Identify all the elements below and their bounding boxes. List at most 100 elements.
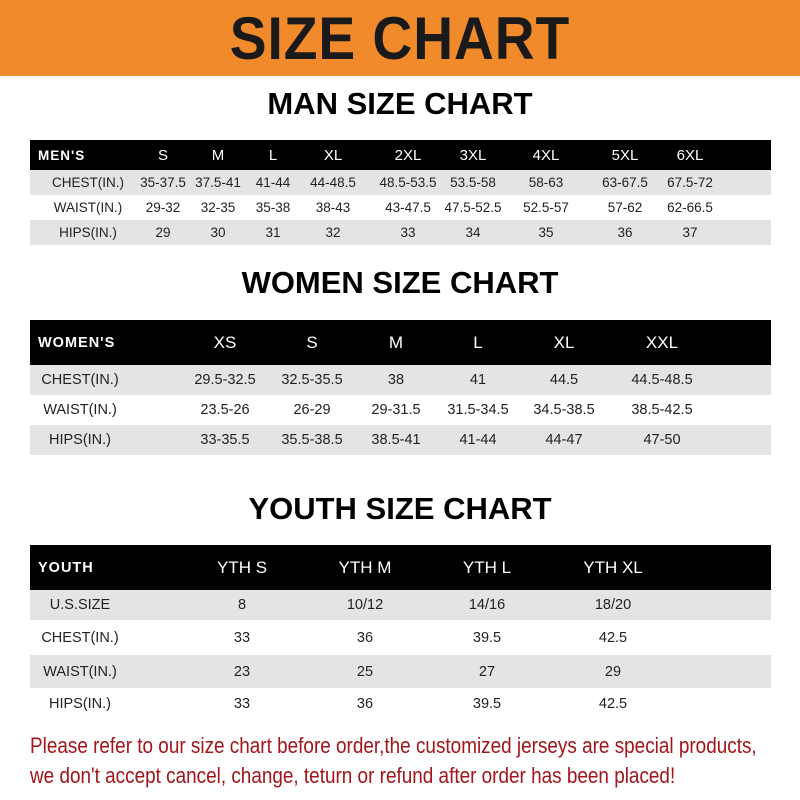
table-cell: 23 — [233, 663, 251, 680]
table-row: CHEST(IN.) 29.5-32.5 32.5-35.5 38 41 44.5 44.5… — [30, 365, 771, 395]
size-column-header: YTH S — [216, 557, 268, 577]
row-label: HIPS(IN.) — [48, 696, 112, 712]
size-column-header: XL — [553, 332, 575, 352]
table-cell: 37 — [682, 225, 698, 240]
table-cell: 43-47.5 — [385, 200, 431, 215]
table-row: WAIST(IN.) 29-32 32-35 35-38 38-43 43-47.5 47.… — [30, 195, 771, 220]
table-cell: 26-29 — [293, 402, 331, 418]
table-cell: 10/12 — [346, 597, 384, 613]
row-label: CHEST(IN.) — [41, 372, 119, 388]
table-cell: 8 — [237, 597, 247, 613]
table-cell: 44.5-48.5 — [631, 372, 693, 388]
table-cell: 34.5-38.5 — [533, 402, 595, 418]
table-cell: 44.5 — [549, 372, 579, 388]
table-cell: 34 — [465, 225, 481, 240]
size-column-header: 2XL — [394, 146, 422, 164]
women-section-title: WOMEN SIZE CHART — [241, 265, 559, 300]
women-size-table: WOMEN'S XS S M L XL XXL CHEST(IN.) 29.5-32.5 32.5… — [30, 320, 771, 455]
table-cell: 38 — [387, 372, 405, 388]
table-header-row: WOMEN'S XS S M L XL XXL — [30, 320, 771, 365]
row-label: WAIST(IN.) — [43, 402, 117, 418]
table-cell: 39.5 — [472, 629, 502, 646]
size-column-header: XL — [323, 146, 343, 164]
table-cell: 52.5-57 — [523, 200, 569, 215]
table-cell: 35-37.5 — [140, 175, 186, 190]
size-column-header: M — [211, 146, 225, 164]
order-notice-line-1: Please refer to our size chart before or… — [30, 733, 757, 758]
row-label: HIPS(IN.) — [48, 432, 112, 448]
size-column-header: YTH M — [338, 557, 392, 577]
table-cell: 23.5-26 — [200, 402, 250, 418]
table-cell: 39.5 — [472, 696, 502, 712]
table-cell: 30 — [210, 225, 226, 240]
table-row: HIPS(IN.) 33 36 39.5 42.5 — [30, 688, 771, 720]
men-section-title: MAN SIZE CHART — [267, 86, 533, 121]
table-cell: 67.5-72 — [667, 175, 713, 190]
table-cell: 42.5 — [598, 629, 628, 646]
table-cell: 27 — [478, 663, 496, 680]
size-column-header: 4XL — [532, 146, 560, 164]
men-size-table: MEN'S S M L XL 2XL 3XL 4XL 5XL 6XL CHEST(IN.) 35-37… — [30, 140, 771, 245]
table-header-label: WOMEN'S — [38, 334, 116, 351]
table-cell: 35 — [538, 225, 554, 240]
size-column-header: L — [473, 332, 483, 352]
table-cell: 29-32 — [145, 200, 181, 215]
table-cell: 44-47 — [545, 432, 583, 448]
table-cell: 33 — [233, 696, 251, 712]
table-row: WAIST(IN.) 23.5-26 26-29 29-31.5 31.5-34.5 34… — [30, 395, 771, 425]
table-cell: 29 — [155, 225, 171, 240]
size-column-header: 5XL — [611, 146, 639, 164]
table-header-label: YOUTH — [38, 559, 94, 576]
row-label: WAIST(IN.) — [53, 200, 123, 215]
table-cell: 44-48.5 — [310, 175, 356, 190]
table-cell: 25 — [356, 663, 374, 680]
row-label: CHEST(IN.) — [41, 629, 119, 646]
table-cell: 29.5-32.5 — [194, 372, 256, 388]
table-cell: 33-35.5 — [200, 432, 250, 448]
table-row: WAIST(IN.) 23 25 27 29 — [30, 655, 771, 688]
table-cell: 33 — [400, 225, 416, 240]
table-cell: 41-44 — [255, 175, 291, 190]
table-cell: 36 — [356, 696, 374, 712]
table-cell: 35.5-38.5 — [281, 432, 343, 448]
table-header-row: YOUTH YTH S YTH M YTH L YTH XL — [30, 545, 771, 590]
size-column-header: M — [388, 332, 404, 352]
table-row: CHEST(IN.) 35-37.5 37.5-41 41-44 44-48.5 48.5… — [30, 170, 771, 195]
table-cell: 29-31.5 — [371, 402, 421, 418]
table-cell: 18/20 — [594, 597, 632, 613]
table-cell: 29 — [604, 663, 622, 680]
table-cell: 41 — [469, 372, 487, 388]
row-label: U.S.SIZE — [49, 597, 111, 613]
table-row: U.S.SIZE 8 10/12 14/16 18/20 — [30, 590, 771, 620]
table-cell: 36 — [617, 225, 633, 240]
table-cell: 41-44 — [459, 432, 497, 448]
order-notice-line-2: we don't accept cancel, change, teturn o… — [30, 763, 676, 788]
size-column-header: 6XL — [676, 146, 704, 164]
table-cell: 32 — [325, 225, 341, 240]
table-cell: 14/16 — [468, 597, 506, 613]
table-cell: 33 — [233, 629, 251, 646]
table-cell: 48.5-53.5 — [379, 175, 437, 190]
size-column-header: L — [268, 146, 278, 164]
youth-section-title: YOUTH SIZE CHART — [248, 491, 552, 526]
table-header-label: MEN'S — [38, 147, 86, 163]
table-cell: 32-35 — [200, 200, 236, 215]
table-row: HIPS(IN.) 33-35.5 35.5-38.5 38.5-41 41-44 44-… — [30, 425, 771, 455]
size-column-header: 3XL — [459, 146, 487, 164]
table-cell: 47-50 — [643, 432, 681, 448]
row-label: CHEST(IN.) — [52, 175, 124, 190]
table-cell: 53.5-58 — [450, 175, 496, 190]
table-cell: 62-66.5 — [667, 200, 713, 215]
table-cell: 31.5-34.5 — [447, 402, 509, 418]
table-cell: 36 — [356, 629, 374, 646]
table-row: HIPS(IN.) 29 30 31 32 33 34 35 36 37 — [30, 220, 771, 245]
table-cell: 47.5-52.5 — [444, 200, 502, 215]
row-label: WAIST(IN.) — [43, 663, 117, 680]
size-column-header: XXL — [645, 332, 679, 352]
youth-size-table: YOUTH YTH S YTH M YTH L YTH XL U.S.SIZE 8 10/12… — [30, 545, 771, 720]
title-banner: SIZE CHART — [0, 0, 800, 76]
table-cell: 63-67.5 — [602, 175, 648, 190]
table-cell: 58-63 — [528, 175, 564, 190]
table-cell: 38-43 — [315, 200, 351, 215]
table-row: CHEST(IN.) 33 36 39.5 42.5 — [30, 620, 771, 655]
